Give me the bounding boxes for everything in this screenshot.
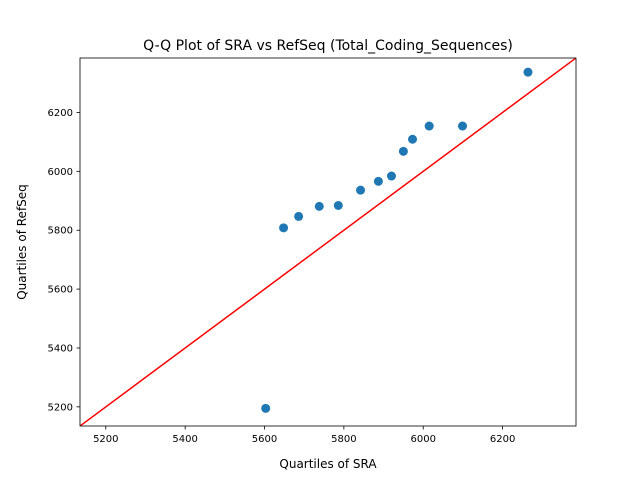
y-tick-label: 6200	[48, 108, 73, 119]
data-point	[523, 67, 533, 77]
x-tick-label: 6200	[490, 434, 515, 445]
x-axis-label: Quartiles of SRA	[279, 457, 377, 471]
y-tick-label: 5800	[48, 226, 73, 237]
data-point	[333, 200, 343, 210]
y-axis-label: Quartiles of RefSeq	[15, 184, 29, 300]
data-point	[356, 185, 366, 195]
data-point	[386, 171, 396, 181]
y-tick-label: 6000	[48, 167, 73, 178]
data-point	[314, 201, 324, 211]
x-tick-label: 5400	[172, 434, 197, 445]
y-tick-label: 5600	[48, 285, 73, 296]
plot-area	[80, 58, 576, 426]
data-point	[373, 176, 383, 186]
y-tick-label: 5200	[48, 402, 73, 413]
x-tick-label: 5600	[252, 434, 277, 445]
axes-frame	[79, 57, 577, 427]
data-point	[261, 403, 271, 413]
x-tick-label: 5200	[93, 434, 118, 445]
data-point	[408, 134, 418, 144]
data-point	[294, 211, 304, 221]
x-tick-label: 6000	[411, 434, 436, 445]
data-point	[279, 223, 289, 233]
x-tick-label: 5800	[331, 434, 356, 445]
chart-title: Q-Q Plot of SRA vs RefSeq (Total_Coding_…	[143, 38, 513, 54]
data-point	[458, 121, 468, 131]
axes: 5200 5400 5600 5800 6000 6200 5200 5400 5600 5800…	[48, 57, 577, 445]
data-point	[398, 146, 408, 156]
y-tick-label: 5400	[48, 343, 73, 354]
reference-line	[80, 58, 576, 426]
data-point	[424, 121, 434, 131]
